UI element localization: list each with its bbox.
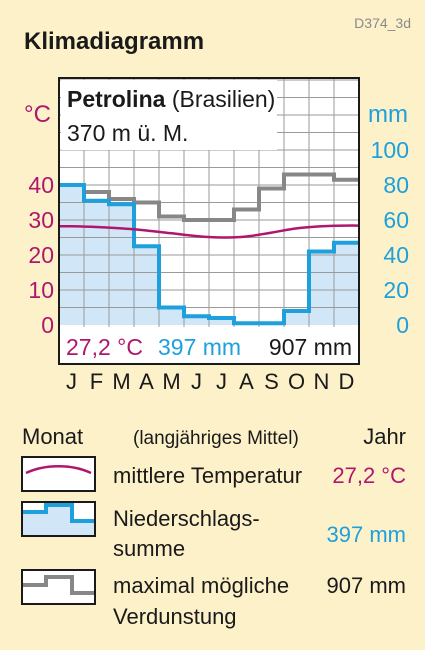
right-tick-label: 20 bbox=[383, 277, 409, 303]
right-tick-label: 100 bbox=[371, 137, 409, 163]
left-tick-label: 20 bbox=[28, 242, 54, 268]
month-label: F bbox=[90, 369, 103, 394]
legend-precipitation-label-2: summe bbox=[113, 536, 185, 561]
left-axis-unit: °C bbox=[24, 101, 51, 128]
legend-precipitation-value: 397 mm bbox=[327, 522, 406, 547]
left-tick-label: 30 bbox=[28, 207, 54, 233]
temperature-line bbox=[58, 224, 360, 239]
left-tick-label: 0 bbox=[41, 312, 54, 338]
month-label: S bbox=[264, 369, 279, 394]
month-label: M bbox=[162, 369, 180, 394]
legend-header-note: (langjähriges Mittel) bbox=[133, 428, 299, 449]
left-tick-label: 10 bbox=[28, 277, 54, 303]
legend-temperature-value: 27,2 °C bbox=[332, 463, 406, 488]
legend: Monat (langjähriges Mittel) Jahr mittler… bbox=[21, 424, 406, 629]
legend-precipitation-line-icon bbox=[23, 503, 94, 523]
chart-title: Klimadiagramm bbox=[24, 28, 204, 55]
legend-temperature-label: mittlere Temperatur bbox=[113, 463, 302, 488]
legend-evaporation-line-icon bbox=[23, 575, 94, 595]
right-tick-label: 80 bbox=[383, 172, 409, 198]
legend-swatch-temperature bbox=[21, 456, 96, 492]
plot-border bbox=[58, 77, 360, 365]
month-label: D bbox=[339, 369, 355, 394]
right-axis-ticks: 0 20 40 60 80 100 bbox=[371, 137, 409, 338]
summary-band bbox=[61, 327, 357, 363]
legend-evaporation-label-1: maximal mögliche bbox=[113, 573, 289, 598]
station-box bbox=[61, 80, 277, 150]
month-label: J bbox=[191, 369, 202, 394]
legend-precipitation-label-1: Niederschlags- bbox=[113, 506, 260, 531]
right-tick-label: 60 bbox=[383, 207, 409, 233]
legend-evaporation-value: 907 mm bbox=[327, 573, 406, 598]
summary-evaporation: 907 mm bbox=[269, 334, 352, 360]
right-tick-label: 0 bbox=[396, 312, 409, 338]
legend-header-year: Jahr bbox=[363, 424, 406, 449]
month-label: N bbox=[314, 369, 330, 394]
legend-temperature-line-icon bbox=[25, 465, 92, 475]
legend-evaporation-label-2: Verdunstung bbox=[113, 604, 237, 629]
summary-precipitation: 397 mm bbox=[158, 334, 241, 360]
station-country: (Brasilien) bbox=[172, 86, 276, 112]
month-label: A bbox=[139, 369, 154, 394]
station-label: Petrolina (Brasilien) bbox=[67, 86, 275, 112]
evaporation-line bbox=[59, 172, 359, 222]
month-label: J bbox=[216, 369, 227, 394]
month-label: O bbox=[288, 369, 305, 394]
left-axis-ticks: 0 10 20 30 40 bbox=[28, 172, 54, 338]
precipitation-line bbox=[59, 183, 359, 326]
right-tick-label: 40 bbox=[383, 242, 409, 268]
station-name: Petrolina bbox=[67, 86, 166, 112]
right-axis-unit: mm bbox=[368, 101, 408, 128]
summary-temperature: 27,2 °C bbox=[66, 334, 143, 360]
station-altitude: 370 m ü. M. bbox=[67, 120, 188, 146]
month-label: A bbox=[239, 369, 254, 394]
figure-id: D374_3d bbox=[354, 15, 411, 31]
month-label: J bbox=[66, 369, 77, 394]
month-label: M bbox=[112, 369, 130, 394]
legend-header-month: Monat bbox=[22, 424, 83, 449]
left-tick-label: 40 bbox=[28, 172, 54, 198]
